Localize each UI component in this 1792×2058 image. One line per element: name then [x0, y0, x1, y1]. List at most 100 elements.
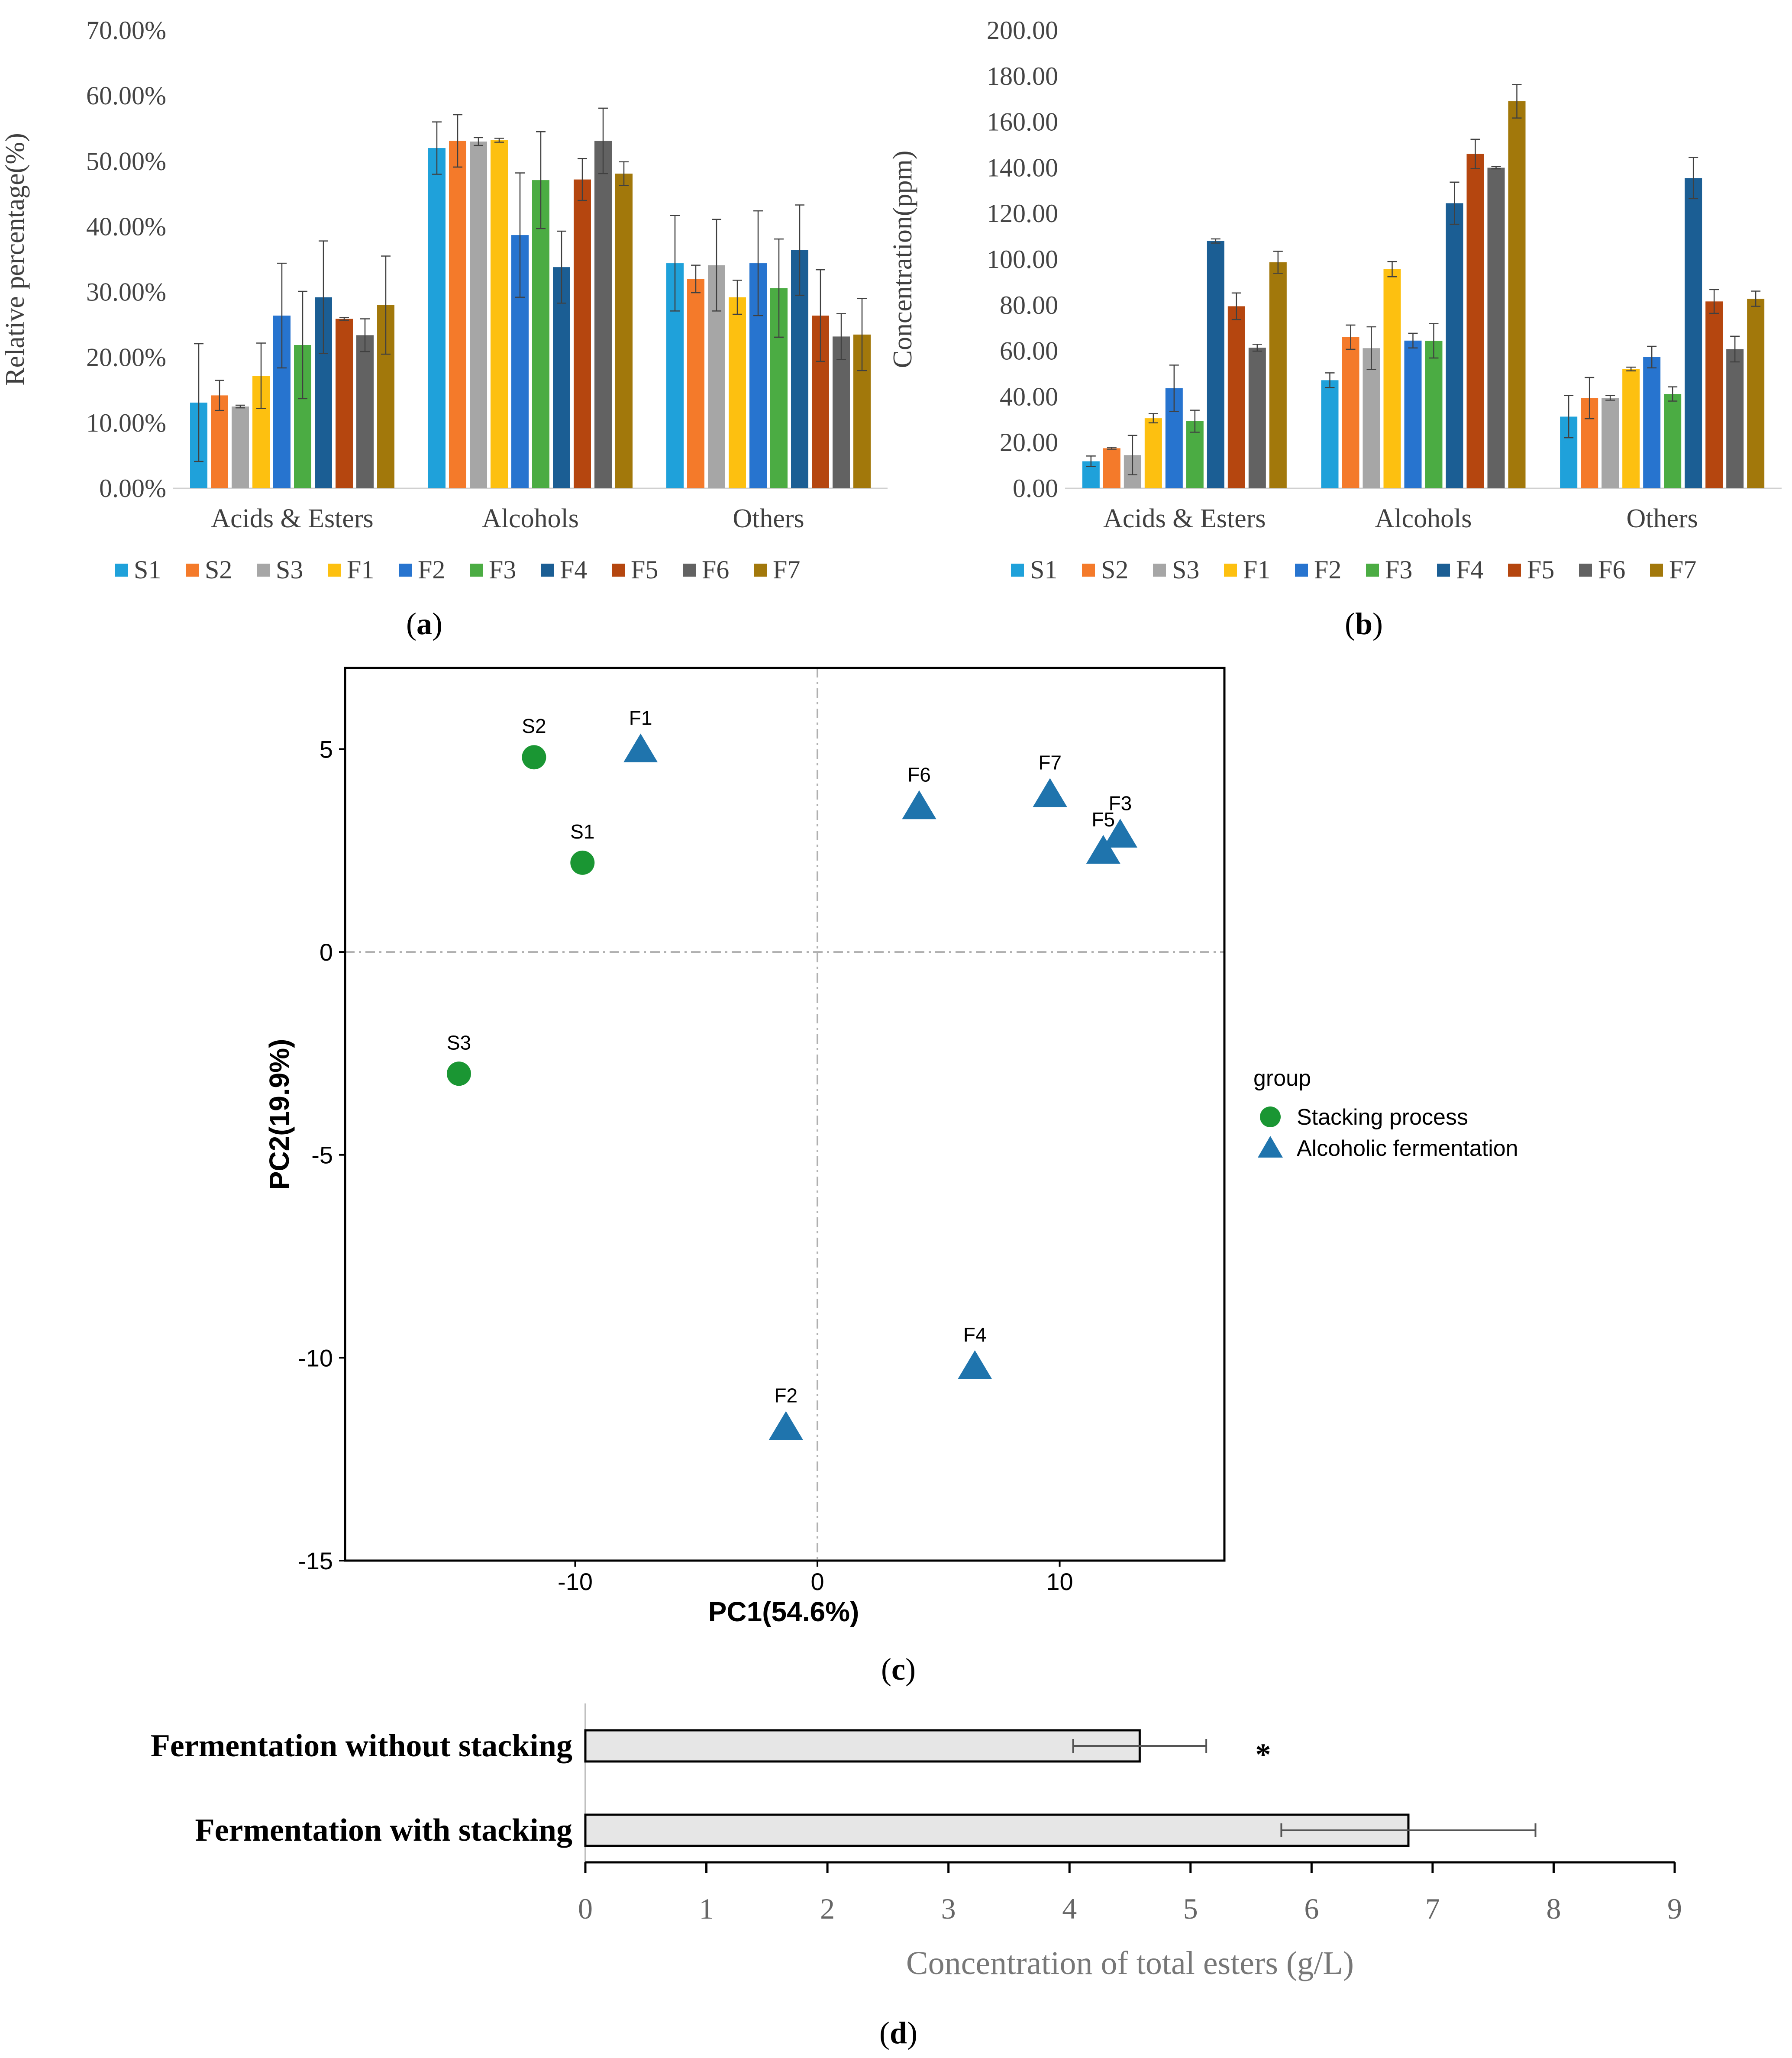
x-tick-label: 10 — [1046, 1568, 1073, 1595]
legend-swatch-f7 — [754, 564, 767, 577]
x-tick-label: 9 — [1667, 1892, 1682, 1925]
legend-swatch-f7 — [1650, 564, 1663, 577]
point-f4 — [958, 1350, 992, 1379]
bar-f7 — [1508, 101, 1526, 489]
point-label: F7 — [1038, 752, 1062, 774]
x-tick-label: 6 — [1304, 1892, 1319, 1925]
legend-label: F7 — [1669, 555, 1696, 584]
panel-d-total-esters-bar-chart: 0 1 2 3 4 5 6 7 8 9 Concentration of total esters … — [151, 1703, 1682, 2050]
bar-f3 — [1425, 341, 1443, 488]
bar-f1 — [729, 297, 746, 488]
bar-f2 — [1643, 357, 1661, 488]
legend-label: F2 — [1314, 555, 1341, 584]
panel-label-letter: d — [890, 2016, 907, 2050]
legend-marker-circle — [1260, 1106, 1281, 1127]
legend-swatch-f2 — [399, 564, 412, 577]
panel-label-paren: ( — [406, 606, 417, 641]
point-s3 — [446, 1061, 471, 1086]
panel-c-pca-scatter: -10 0 10 5 0 -5 -10 -15 PC1(54.6%) PC2(19.9%) S1 S2… — [264, 667, 1518, 1687]
bar-f6 — [1726, 349, 1744, 488]
legend-label: F7 — [773, 555, 800, 584]
y-tick-label: 5 — [320, 735, 333, 763]
y-tick-label: -5 — [311, 1142, 333, 1169]
panel-label: (c) — [881, 1652, 916, 1687]
bar-total-esters — [584, 1813, 1410, 1847]
category-label: Others — [1627, 504, 1698, 533]
point-label: F3 — [1109, 792, 1132, 814]
legend-label: F5 — [631, 555, 658, 584]
legend-label: Stacking process — [1297, 1105, 1468, 1130]
y-axis-title: Concentration(ppm) — [888, 151, 917, 368]
panel-label-paren: ) — [905, 1652, 916, 1687]
bar-f1 — [491, 140, 508, 488]
y-tick-label: 0.00 — [1013, 474, 1058, 503]
legend-swatch-s3 — [1153, 564, 1166, 577]
point-f7 — [1033, 778, 1067, 807]
bar-f3 — [1664, 394, 1682, 488]
x-tick-label: -10 — [558, 1568, 593, 1595]
x-tick-label: 8 — [1546, 1892, 1561, 1925]
legend-marker-triangle — [1258, 1136, 1283, 1158]
bar-f1 — [1383, 269, 1401, 488]
bar-f4 — [1207, 241, 1224, 488]
panel-b-concentration-chart: 0.00 20.00 40.00 60.00 80.00 100.00 120.00 140.… — [888, 16, 1782, 641]
panel-label-paren: ( — [881, 1652, 891, 1687]
legend-swatch-s1 — [1011, 564, 1024, 577]
bar-s2 — [1342, 337, 1359, 488]
bar-f6 — [1248, 348, 1266, 488]
bar-f5 — [336, 319, 353, 488]
panel-label-paren: ) — [1372, 606, 1383, 641]
legend-label: S1 — [134, 555, 161, 584]
y-tick-label: 60.00% — [86, 81, 166, 110]
legend-label: S2 — [1101, 555, 1128, 584]
point-label: F4 — [963, 1323, 987, 1346]
bar-f5 — [1466, 154, 1484, 488]
x-tick-label: 5 — [1183, 1892, 1198, 1925]
bar-s3 — [470, 141, 487, 488]
legend-swatch-s2 — [186, 564, 199, 577]
legend-label: F4 — [560, 555, 587, 584]
point-label: F1 — [629, 706, 652, 729]
point-label: F5 — [1091, 808, 1115, 831]
point-f2 — [768, 1411, 803, 1440]
bar-f1 — [1622, 369, 1640, 488]
legend-label: F1 — [347, 555, 374, 584]
legend-swatch-f5 — [1508, 564, 1521, 577]
panel-a-relative-percentage-chart: 0.00% 10.00% 20.00% 30.00% 40.00% 50.00% 60.00… — [0, 16, 888, 641]
point-s1 — [570, 850, 595, 875]
y-tick-label: 70.00% — [86, 16, 166, 45]
category-label: Alcohols — [482, 504, 579, 533]
y-tick-label: 160.00 — [987, 108, 1058, 136]
category-label: Acids & Esters — [211, 504, 373, 533]
bar-f4 — [1685, 178, 1702, 489]
point-label: S2 — [522, 715, 546, 737]
legend-label: S2 — [205, 555, 232, 584]
legend-label: S3 — [276, 555, 303, 584]
bar-f4 — [553, 267, 570, 488]
legend-swatch-f6 — [1579, 564, 1592, 577]
y-tick-label: 80.00 — [1000, 291, 1058, 319]
x-tick-label: 1 — [699, 1892, 714, 1925]
category-label: Others — [733, 504, 804, 533]
panel-label-letter: a — [417, 606, 432, 641]
legend-label: F3 — [1385, 555, 1412, 584]
legend-swatch-f3 — [1366, 564, 1379, 577]
bar-f6 — [1487, 168, 1505, 488]
x-tick-label: 7 — [1425, 1892, 1440, 1925]
legend-label: F1 — [1243, 555, 1270, 584]
y-tick-label: 40.00 — [1000, 382, 1058, 411]
category-label: Fermentation with stacking — [195, 1813, 573, 1848]
point-f6 — [902, 790, 936, 819]
panel-label-letter: c — [891, 1652, 905, 1687]
y-tick-label: 10.00% — [86, 409, 166, 437]
legend-swatch-f1 — [328, 564, 341, 577]
bar-s2 — [687, 279, 704, 488]
panel-label-paren: ( — [1345, 606, 1355, 641]
legend-swatch-f2 — [1295, 564, 1308, 577]
point-s2 — [522, 745, 546, 770]
legend-label: S3 — [1172, 555, 1199, 584]
panel-label-paren: ) — [907, 2016, 917, 2050]
bar-f6 — [356, 335, 374, 488]
x-axis-title: Concentration of total esters (g/L) — [906, 1945, 1354, 1981]
